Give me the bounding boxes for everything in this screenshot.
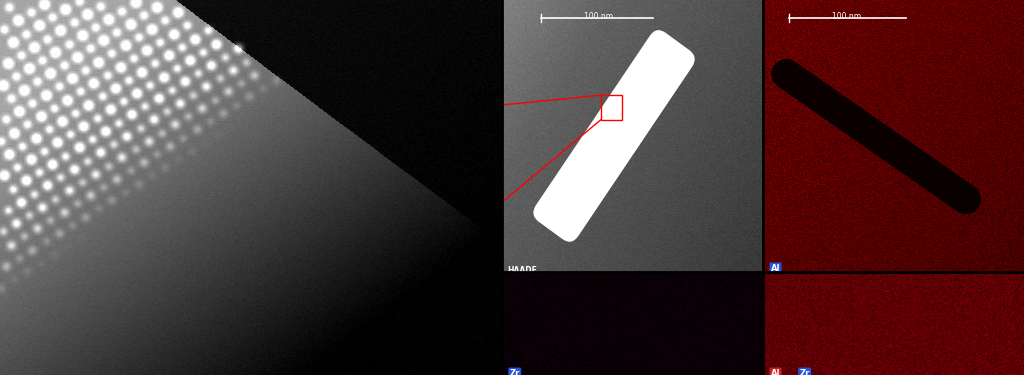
Text: Al: Al	[771, 369, 780, 375]
FancyBboxPatch shape	[534, 30, 695, 242]
Text: 100 nm: 100 nm	[584, 12, 613, 21]
Text: Al: Al	[771, 264, 780, 273]
Text: HAADF: HAADF	[507, 266, 537, 275]
Text: Zr: Zr	[510, 369, 520, 375]
Text: 100 nm: 100 nm	[831, 12, 861, 21]
Text: Zr: Zr	[800, 369, 810, 375]
Bar	[601, 95, 622, 120]
